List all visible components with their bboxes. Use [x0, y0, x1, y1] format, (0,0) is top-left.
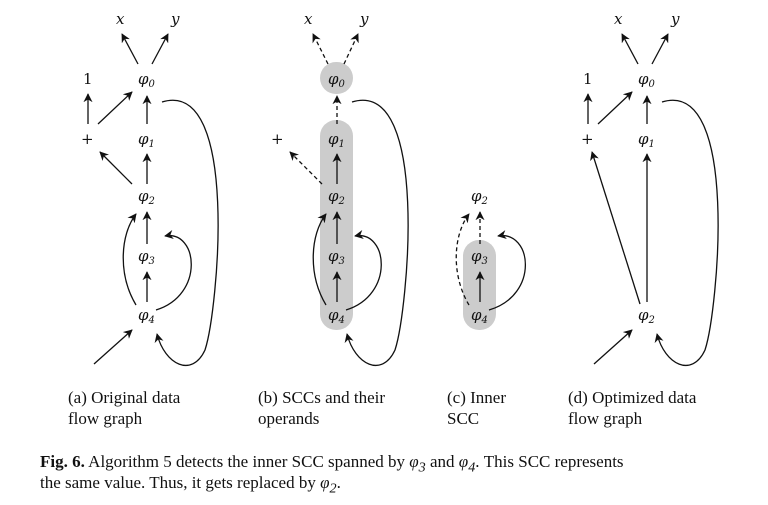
figure-label: Fig. 6.: [40, 452, 85, 471]
node-phi4: φ4: [138, 306, 155, 326]
node-one: 1: [583, 70, 593, 88]
node-phi0: φ0: [328, 70, 346, 90]
node-phi4: φ4: [471, 306, 488, 326]
node-x: x: [304, 10, 313, 28]
figure-caption-line2: the same value. Thus, it gets replaced b…: [40, 473, 341, 497]
subcaption-b: (b) SCCs and their operands: [258, 388, 386, 428]
node-phi1: φ1: [638, 130, 655, 150]
panel-a-graph: x y 1 + φ0 φ1 φ2 φ3 φ4: [81, 10, 219, 367]
node-x: x: [116, 10, 125, 28]
node-one: 1: [83, 70, 93, 88]
node-phi0: φ0: [138, 70, 156, 90]
figure-caption-line1: Fig. 6. Algorithm 5 detects the inner SC…: [40, 452, 624, 476]
node-phi2: φ2: [471, 187, 488, 207]
node-phi3: φ3: [328, 247, 345, 267]
node-phi2: φ2: [328, 187, 345, 207]
node-plus: +: [581, 130, 594, 148]
subcaption-d: (d) Optimized data flow graph: [568, 388, 697, 428]
subcaption-a: (a) Original data flow graph: [68, 388, 181, 428]
panel-b-graph: x y + φ0 φ1 φ2 φ3 φ4: [271, 10, 409, 367]
node-phi1: φ1: [328, 130, 345, 150]
panel-d-graph: x y 1 + φ0 φ1 φ2: [581, 10, 719, 367]
node-y: y: [359, 10, 369, 28]
node-plus: +: [271, 130, 284, 148]
node-phi2: φ2: [138, 187, 155, 207]
node-plus: +: [81, 130, 94, 148]
node-phi0: φ0: [638, 70, 656, 90]
subcaption-c: (c) Inner SCC: [447, 388, 506, 428]
node-x: x: [614, 10, 623, 28]
scc-phi0-blob: [320, 62, 353, 94]
node-phi1: φ1: [138, 130, 155, 150]
node-y: y: [670, 10, 680, 28]
node-y: y: [170, 10, 180, 28]
node-phi2: φ2: [638, 306, 655, 326]
panel-c-graph: φ2 φ3 φ4: [455, 187, 526, 330]
node-phi3: φ3: [471, 247, 488, 267]
node-phi3: φ3: [138, 247, 155, 267]
node-phi4: φ4: [328, 306, 345, 326]
